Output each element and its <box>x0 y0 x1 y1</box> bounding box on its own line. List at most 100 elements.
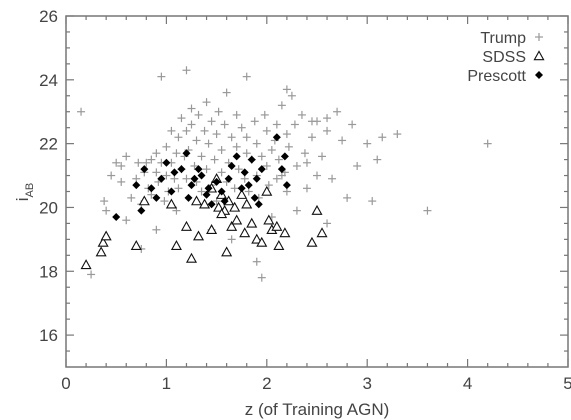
trump-point <box>87 270 96 279</box>
legend: Trump SDSS Prescott <box>467 30 545 85</box>
sdss-point <box>180 220 193 231</box>
trump-point <box>264 181 273 190</box>
sdss-point <box>239 227 251 238</box>
x-tick-labels: 0 1 2 3 4 5 <box>61 374 571 393</box>
trump-point <box>272 120 281 129</box>
trump-point <box>300 149 309 158</box>
prescott-point <box>212 177 221 186</box>
trump-point <box>100 197 109 206</box>
sdss-point <box>229 201 241 212</box>
prescott-point <box>112 213 121 222</box>
prescott-point <box>227 161 236 170</box>
axis-ticks <box>65 15 569 367</box>
trump-point <box>227 133 236 142</box>
prescott-point <box>182 149 191 158</box>
trump-point <box>252 257 261 266</box>
trump-point <box>318 152 327 161</box>
trump-point <box>197 152 206 161</box>
trump-point <box>217 146 226 155</box>
legend-label-trump: Trump <box>480 30 526 47</box>
trump-point <box>167 126 176 135</box>
legend-symbol <box>533 50 545 61</box>
trump-point <box>122 152 131 161</box>
trump-point <box>368 197 377 206</box>
trump-point <box>307 133 316 142</box>
trump-point <box>117 161 126 170</box>
trump-point <box>378 133 387 142</box>
trump-point <box>157 72 166 81</box>
sdss-point <box>231 214 243 225</box>
sdss-point <box>311 204 323 215</box>
prescott-point <box>250 193 259 202</box>
prescott-point <box>197 171 206 180</box>
sdss-point <box>279 227 291 238</box>
trump-point <box>262 126 271 135</box>
prescott-point <box>254 200 263 209</box>
trump-point <box>194 110 203 119</box>
y-axis-label: iAB <box>13 183 36 201</box>
trump-point <box>152 168 161 177</box>
trump-point <box>297 110 306 119</box>
trump-point <box>160 197 169 206</box>
trump-point <box>333 107 342 116</box>
sdss-point <box>241 198 253 209</box>
trump-point <box>220 120 229 129</box>
trump-point <box>282 85 291 94</box>
prescott-point <box>232 152 241 161</box>
prescott-point <box>147 184 156 193</box>
trump-point <box>174 184 183 193</box>
trump-point <box>257 273 266 282</box>
sdss-point <box>306 236 318 247</box>
sdss-point <box>251 233 263 244</box>
y-axis-label-subscript: AB <box>24 183 36 198</box>
sdss-point <box>138 195 150 206</box>
trump-point <box>214 107 223 116</box>
trump-point <box>210 155 219 164</box>
prescott-point <box>217 187 226 196</box>
y-tick-label: 22 <box>39 135 58 154</box>
trump-point <box>483 139 492 148</box>
prescott-point <box>184 193 193 202</box>
sdss-point <box>170 240 182 250</box>
prescott-point <box>194 165 203 174</box>
trump-point <box>202 165 211 174</box>
trump-point <box>323 126 332 135</box>
trump-point <box>162 142 171 151</box>
trump-point <box>373 155 382 164</box>
sdss-point <box>261 185 273 196</box>
trump-point <box>182 174 191 183</box>
prescott-point <box>140 165 149 174</box>
sdss-point <box>246 217 258 228</box>
trump-point <box>282 130 291 139</box>
prescott-point <box>162 158 171 167</box>
trump-point <box>250 117 259 126</box>
trump-point <box>192 136 201 145</box>
legend-symbol <box>535 33 543 41</box>
prescott-point <box>244 181 253 190</box>
sdss-point <box>316 227 328 238</box>
trump-point <box>152 225 161 234</box>
trump-point <box>277 101 286 110</box>
sdss-point <box>216 208 228 219</box>
sdss-point <box>190 195 203 206</box>
trump-point <box>423 206 432 215</box>
trump-point <box>343 193 352 202</box>
y-tick-label: 18 <box>39 262 58 281</box>
trump-point <box>174 133 183 142</box>
trump-point <box>127 193 136 202</box>
trump-point <box>262 161 271 170</box>
x-tick-label: 1 <box>162 374 171 393</box>
trump-point <box>257 152 266 161</box>
y-axis-label-main: i <box>13 197 32 201</box>
trump-point <box>307 117 316 126</box>
trump-point <box>117 177 126 186</box>
prescott-point <box>257 165 266 174</box>
trump-point <box>217 168 226 177</box>
y-tick-labels: 16 18 20 22 24 26 <box>39 7 58 345</box>
data-points <box>77 66 492 282</box>
x-tick-label: 2 <box>262 374 271 393</box>
sdss-point <box>165 198 177 209</box>
trump-point <box>393 130 402 139</box>
trump-point <box>272 174 281 183</box>
